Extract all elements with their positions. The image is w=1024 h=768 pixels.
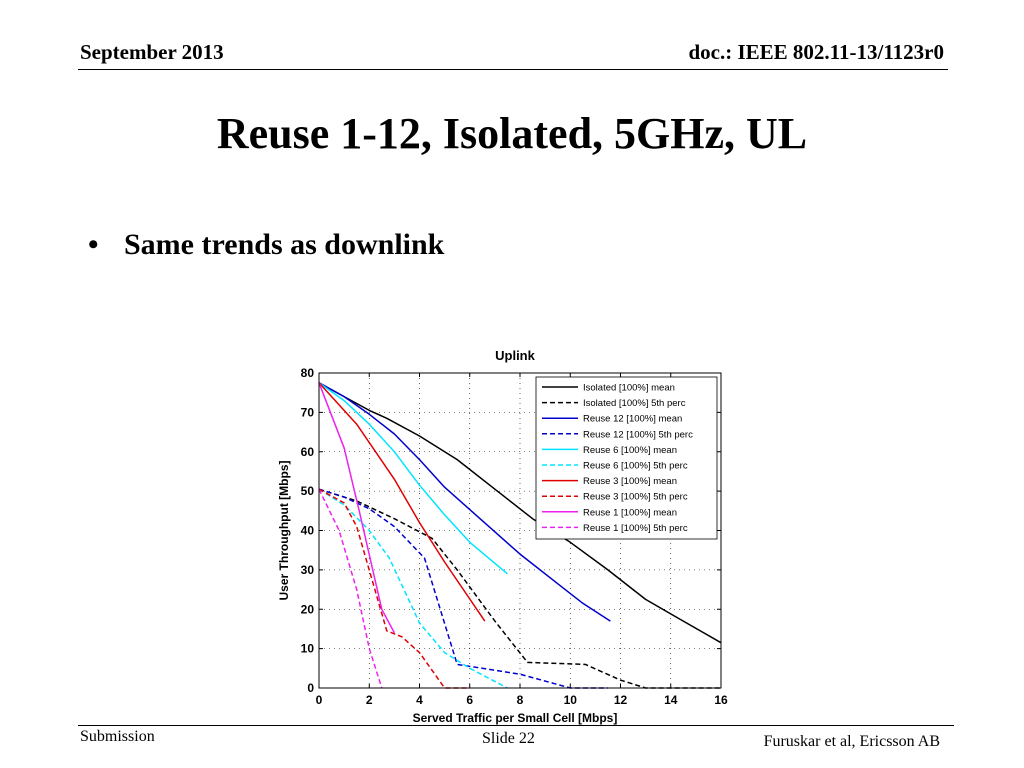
x-tick-label: 6 xyxy=(466,693,473,707)
x-tick-label: 10 xyxy=(564,693,578,707)
legend-label: Reuse 6 [100%] mean xyxy=(583,445,677,456)
legend-label: Isolated [100%] mean xyxy=(583,383,675,394)
chart-tick-labels: 0 2 4 6 8 10 12 14 16 0 10 20 30 40 50 60 70 80 xyxy=(301,366,728,707)
plot-area-frame xyxy=(318,372,722,689)
footer-slide-number: Slide 22 xyxy=(482,730,535,747)
x-tick-label: 12 xyxy=(614,693,628,707)
legend-label: Reuse 6 [100%] 5th perc xyxy=(583,461,688,472)
bullet-item: • Same trends as downlink xyxy=(88,228,444,262)
chart-title: Uplink xyxy=(495,348,535,363)
legend-label: Isolated [100%] 5th perc xyxy=(583,398,686,409)
y-tick-label: 70 xyxy=(301,405,315,419)
y-tick-label: 80 xyxy=(301,366,315,380)
footer-divider xyxy=(78,725,954,726)
legend-label: Reuse 1 [100%] 5th perc xyxy=(583,523,688,534)
x-tick-label: 16 xyxy=(714,693,728,707)
series-line xyxy=(318,488,383,689)
series-line xyxy=(318,382,611,622)
series-line xyxy=(318,488,721,689)
footer-authors: Furuskar et al, Ericsson AB xyxy=(763,733,940,750)
series-line xyxy=(318,488,608,689)
uplink-chart: Uplink 0 2 4 6 8 10 12 14 16 0 10 20 30 40 50 60 70 80 Se… xyxy=(262,340,732,730)
legend-label: Reuse 1 [100%] mean xyxy=(583,507,677,518)
x-axis-label: Served Traffic per Small Cell [Mbps] xyxy=(413,711,618,725)
header-divider xyxy=(78,69,948,70)
header-doc-id: doc.: IEEE 802.11-13/1123r0 xyxy=(688,40,944,64)
series-line xyxy=(318,382,396,634)
series-line xyxy=(318,382,486,622)
y-tick-label: 20 xyxy=(301,602,315,616)
footer-submission: Submission xyxy=(80,728,155,745)
bullet-dot-icon: • xyxy=(88,228,99,261)
y-tick-label: 50 xyxy=(301,484,315,498)
series-line xyxy=(318,488,470,689)
y-tick-label: 30 xyxy=(301,563,315,577)
series-line xyxy=(318,382,722,644)
legend-label: Reuse 12 [100%] mean xyxy=(583,414,682,425)
y-axis-label: User Throughput [Mbps] xyxy=(277,461,291,601)
legend-label: Reuse 12 [100%] 5th perc xyxy=(583,429,693,440)
slide-title: Reuse 1-12, Isolated, 5GHz, UL xyxy=(216,109,808,158)
header-date: September 2013 xyxy=(80,40,224,64)
chart-series-layer xyxy=(318,382,722,689)
chart-legend: Isolated [100%] mean Isolated [100%] 5th … xyxy=(535,376,718,540)
y-tick-label: 60 xyxy=(301,445,315,459)
y-tick-label: 40 xyxy=(301,524,315,538)
x-tick-label: 14 xyxy=(664,693,678,707)
x-tick-label: 8 xyxy=(517,693,524,707)
y-tick-label: 10 xyxy=(301,642,315,656)
series-line xyxy=(318,382,508,575)
x-tick-label: 4 xyxy=(416,693,423,707)
bullet-text: Same trends as downlink xyxy=(124,228,445,261)
y-tick-label: 0 xyxy=(307,681,314,695)
series-line xyxy=(318,488,508,689)
legend-label: Reuse 3 [100%] mean xyxy=(583,476,677,487)
legend-label: Reuse 3 [100%] 5th perc xyxy=(583,492,688,503)
x-tick-label: 0 xyxy=(316,693,323,707)
x-tick-label: 2 xyxy=(366,693,373,707)
